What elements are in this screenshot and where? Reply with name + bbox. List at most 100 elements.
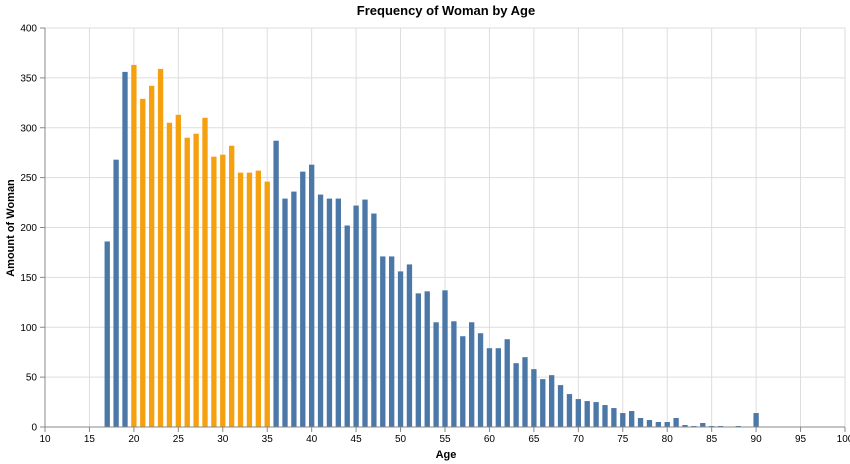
- bar-age-53: [424, 291, 430, 427]
- x-axis-title: Age: [436, 449, 457, 461]
- bar-age-47: [371, 213, 377, 427]
- bar-age-57: [460, 336, 466, 427]
- bar-age-56: [451, 321, 457, 427]
- bar-age-26: [184, 137, 190, 427]
- x-tick-label: 60: [484, 434, 496, 445]
- bar-age-52: [415, 293, 421, 427]
- bar-age-25: [175, 114, 181, 427]
- bar-age-28: [202, 117, 208, 428]
- bar-age-50: [397, 271, 404, 427]
- bar-age-65: [531, 369, 537, 427]
- bar-age-20: [131, 64, 137, 427]
- bar-age-51: [406, 264, 413, 427]
- bar-age-17: [104, 241, 110, 427]
- bar-age-35: [264, 181, 270, 427]
- bar-age-32: [237, 172, 244, 427]
- bar-age-46: [362, 199, 368, 427]
- bar-age-62: [504, 339, 510, 427]
- y-tick-label: 50: [26, 373, 38, 384]
- bar-age-77: [637, 418, 644, 427]
- x-tick-label: 20: [128, 434, 140, 445]
- x-tick-label: 40: [306, 434, 318, 445]
- y-axis-title: Amount of Woman: [5, 179, 17, 277]
- bar-age-23: [157, 68, 164, 428]
- bar-age-41: [317, 194, 324, 427]
- bar-age-63: [513, 363, 519, 427]
- y-tick-label: 250: [20, 173, 37, 184]
- bar-age-38: [291, 191, 297, 427]
- bar-age-48: [380, 256, 386, 427]
- x-tick-label: 95: [795, 434, 807, 445]
- bar-age-90: [753, 413, 759, 427]
- bar-age-34: [255, 170, 261, 427]
- bar-age-29: [211, 156, 217, 428]
- y-tick-label: 300: [20, 123, 37, 134]
- bar-age-73: [602, 405, 608, 427]
- bar-age-31: [229, 145, 235, 427]
- x-tick-label: 75: [617, 434, 629, 445]
- x-tick-label: 50: [395, 434, 407, 445]
- bar-age-33: [246, 172, 253, 427]
- bar-age-24: [166, 122, 173, 427]
- x-tick-label: 70: [573, 434, 585, 445]
- x-tick-label: 10: [39, 434, 51, 445]
- bar-age-40: [309, 164, 315, 427]
- y-tick-label: 0: [31, 423, 37, 434]
- x-tick-label: 80: [662, 434, 674, 445]
- bar-age-75: [620, 413, 626, 427]
- x-tick-label: 55: [439, 434, 451, 445]
- x-tick-label: 85: [706, 434, 718, 445]
- bar-age-55: [442, 290, 448, 427]
- x-tick-label: 25: [173, 434, 185, 445]
- y-tick-label: 200: [20, 223, 37, 234]
- bar-age-42: [326, 198, 333, 427]
- bar-age-71: [584, 401, 590, 427]
- bar-age-19: [122, 71, 128, 427]
- bar-age-43: [335, 198, 341, 427]
- bar-age-39: [300, 171, 306, 427]
- axes: 10 15 20 25 30 35 40 45 50 55 60 65 70 75 80 85 90 95 100 0…: [20, 24, 850, 446]
- bar-age-61: [495, 348, 501, 427]
- bar-age-80: [664, 422, 670, 427]
- bar-age-37: [282, 198, 288, 427]
- bar-age-68: [557, 385, 564, 427]
- bar-age-82: [682, 425, 688, 427]
- bar-age-27: [193, 133, 199, 428]
- bar-age-67: [549, 375, 555, 427]
- x-tick-label: 35: [262, 434, 274, 445]
- x-tick-label: 30: [217, 434, 229, 445]
- bar-age-84: [700, 423, 706, 427]
- bar-age-59: [477, 333, 484, 427]
- bar-age-60: [486, 348, 493, 427]
- bar-age-74: [611, 408, 617, 427]
- bar-age-18: [113, 159, 119, 428]
- bar-age-78: [646, 420, 653, 427]
- x-tick-label: 15: [84, 434, 96, 445]
- x-tick-label: 65: [528, 434, 540, 445]
- y-tick-label: 150: [20, 273, 37, 284]
- chart-title: Frequency of Woman by Age: [357, 3, 535, 18]
- bar-age-21: [140, 98, 146, 427]
- bar-age-22: [149, 85, 155, 427]
- bars: [104, 64, 759, 428]
- bar-age-69: [566, 394, 573, 427]
- y-tick-label: 350: [20, 73, 37, 84]
- bar-age-54: [433, 322, 439, 427]
- bar-age-30: [220, 154, 226, 427]
- bar-age-72: [593, 402, 599, 427]
- bar-age-66: [540, 379, 546, 427]
- bar-age-49: [389, 256, 395, 427]
- y-tick-label: 100: [20, 323, 37, 334]
- bar-age-70: [575, 399, 581, 427]
- bar-age-79: [655, 422, 661, 427]
- x-tick-label: 100: [837, 434, 850, 445]
- bar-age-81: [673, 418, 679, 427]
- bar-age-76: [629, 411, 635, 427]
- grid-lines: [44, 27, 846, 428]
- bar-age-36: [273, 140, 279, 427]
- x-tick-label: 45: [351, 434, 363, 445]
- bar-age-45: [353, 205, 359, 427]
- bar-age-44: [344, 225, 350, 427]
- x-tick-label: 90: [751, 434, 763, 445]
